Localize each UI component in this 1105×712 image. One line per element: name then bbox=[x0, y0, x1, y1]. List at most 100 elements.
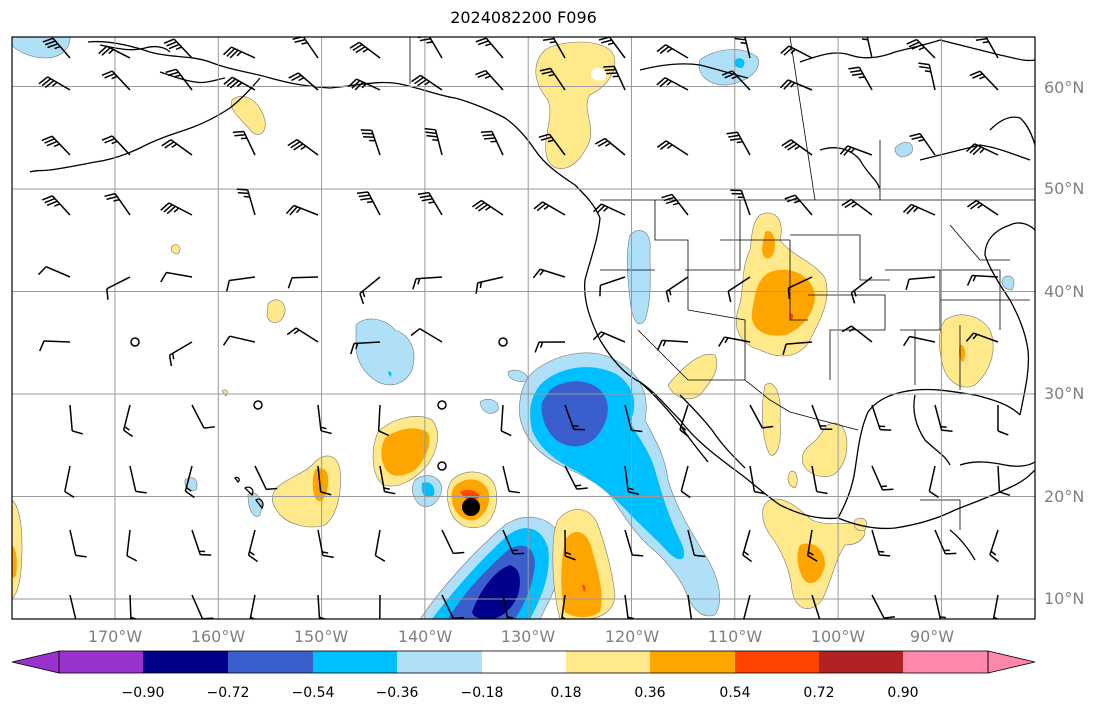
wind-barb-feather bbox=[977, 203, 983, 209]
wind-barb bbox=[841, 198, 873, 216]
wind-barb-feather bbox=[909, 132, 921, 138]
wind-barb-shaft bbox=[542, 201, 566, 216]
wind-barb bbox=[934, 529, 957, 555]
wind-barb-feather bbox=[248, 554, 258, 563]
colorbar-swatch bbox=[228, 651, 313, 673]
wind-barb-feather bbox=[164, 141, 175, 149]
wind-barb-shaft bbox=[43, 340, 71, 343]
colorbar-label: −0.54 bbox=[292, 685, 335, 701]
wind-barb bbox=[782, 341, 813, 355]
wind-barb-shaft bbox=[129, 594, 132, 619]
wind-barb bbox=[871, 594, 895, 619]
wind-barb-shaft bbox=[374, 529, 381, 556]
wind-barb-shaft bbox=[296, 139, 319, 156]
state-border bbox=[654, 200, 689, 310]
wind-barb bbox=[934, 594, 946, 619]
wind-barb bbox=[480, 130, 504, 156]
wind-barb-shaft bbox=[788, 45, 813, 59]
wind-barb-feather bbox=[411, 74, 421, 83]
wind-barb-feather bbox=[300, 145, 307, 150]
wind-barb-shaft bbox=[811, 465, 818, 492]
storm-center-marker bbox=[462, 498, 480, 516]
wind-barb bbox=[106, 276, 131, 300]
calm-wind-circle bbox=[437, 461, 447, 471]
wind-barb bbox=[359, 276, 381, 305]
wind-barb-feather bbox=[597, 140, 609, 147]
negative-anomaly-region bbox=[1001, 275, 1015, 291]
wind-barb-shaft bbox=[974, 143, 999, 156]
wind-barb-feather bbox=[414, 76, 424, 85]
wind-barb-feather bbox=[902, 336, 911, 347]
wind-barb-feather bbox=[37, 266, 47, 276]
wind-barb-shaft bbox=[788, 276, 813, 289]
colorbar-swatch bbox=[903, 651, 988, 673]
wind-barb-feather bbox=[786, 197, 798, 203]
wind-barb bbox=[424, 127, 443, 156]
wind-barb-shaft bbox=[126, 529, 131, 556]
wind-barb-feather bbox=[820, 620, 831, 621]
positive-anomaly-region bbox=[561, 531, 602, 618]
wind-barb-shaft bbox=[539, 268, 566, 278]
wind-barb-feather bbox=[666, 47, 673, 53]
wind-barb-shaft bbox=[973, 332, 999, 343]
wind-barb-feather bbox=[234, 134, 246, 137]
wind-barb-feather bbox=[779, 79, 789, 89]
wind-barb-feather bbox=[287, 139, 298, 147]
wind-barb-shaft bbox=[106, 276, 131, 290]
wind-barb-feather bbox=[918, 138, 925, 142]
wind-barb-feather bbox=[576, 487, 588, 490]
calm-wind-circle bbox=[437, 400, 447, 410]
wind-barb-shaft bbox=[166, 271, 193, 278]
wind-barb-feather bbox=[848, 66, 860, 70]
wind-barb-shaft bbox=[485, 37, 504, 59]
wind-barb-feather bbox=[975, 37, 988, 42]
wind-barb-feather bbox=[250, 620, 259, 626]
wind-barb bbox=[377, 404, 390, 437]
wind-barb-feather bbox=[285, 204, 295, 215]
wind-barb-feather bbox=[606, 72, 618, 75]
wind-barb-feather bbox=[665, 199, 677, 205]
wind-barb-feather bbox=[44, 40, 56, 46]
wind-barb bbox=[539, 67, 566, 91]
wind-barb-feather bbox=[104, 73, 115, 79]
wind-barb-feather bbox=[594, 137, 606, 145]
wind-barb-feather bbox=[165, 68, 177, 74]
wind-barb bbox=[656, 140, 689, 156]
wind-barb-shaft bbox=[743, 594, 751, 619]
colorbar-swatch bbox=[59, 651, 143, 673]
wind-barb-feather bbox=[352, 43, 363, 52]
wind-barb-feather bbox=[853, 290, 857, 297]
wind-barb bbox=[871, 529, 891, 557]
wind-barb-shaft bbox=[500, 404, 504, 431]
wind-barb bbox=[475, 37, 504, 59]
wind-barb bbox=[743, 594, 751, 619]
wind-barb-feather bbox=[972, 73, 983, 79]
wind-barb bbox=[42, 37, 71, 59]
wind-barb-shaft bbox=[871, 594, 885, 619]
wind-barb-shaft bbox=[687, 594, 693, 619]
wind-barb bbox=[592, 331, 626, 343]
calm-wind-circle bbox=[130, 337, 140, 347]
wind-barb-shaft bbox=[356, 78, 381, 91]
wind-barb-shaft bbox=[613, 66, 626, 91]
wind-barb bbox=[848, 66, 873, 91]
wind-barb-feather bbox=[417, 78, 427, 87]
wind-barb-shaft bbox=[293, 204, 319, 216]
colorbar-swatch bbox=[650, 651, 735, 673]
wind-barb-feather bbox=[355, 46, 366, 54]
wind-barb-feather bbox=[604, 68, 616, 72]
wind-barb-feather bbox=[744, 37, 745, 38]
wind-barb-feather bbox=[941, 429, 953, 433]
wind-barb bbox=[288, 72, 319, 91]
wind-barb-feather bbox=[919, 65, 931, 69]
wind-barb-feather bbox=[351, 80, 361, 89]
wind-barb-feather bbox=[924, 70, 931, 73]
wind-barb-shaft bbox=[169, 341, 193, 356]
wind-barb-feather bbox=[375, 554, 386, 562]
wind-barb-feather bbox=[534, 341, 540, 353]
wind-barb bbox=[624, 404, 643, 433]
wind-barb-feather bbox=[54, 45, 61, 50]
wind-barb-shaft bbox=[786, 341, 813, 345]
wind-barb-feather bbox=[424, 80, 430, 86]
wind-barb-feather bbox=[477, 72, 489, 78]
